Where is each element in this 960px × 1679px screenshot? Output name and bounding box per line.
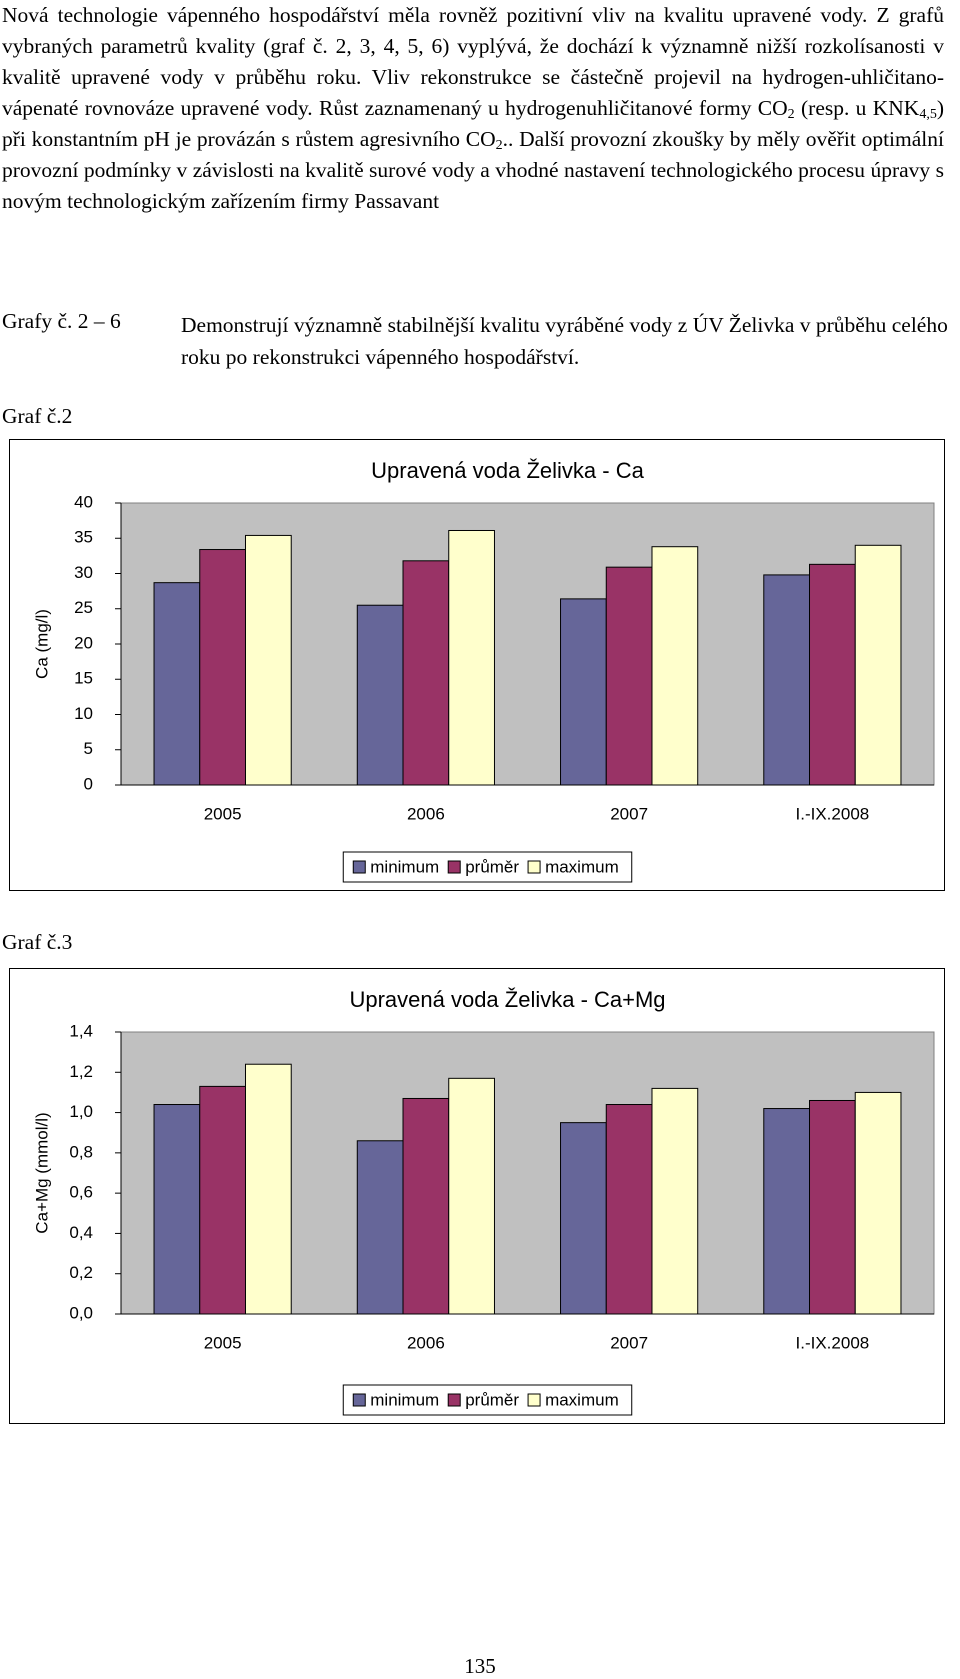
bar (402, 560, 450, 786)
legend-swatch (447, 860, 461, 874)
caption-label: Grafy č. 2 – 6 (2, 309, 121, 333)
y-tick-label: 0,0 (69, 1303, 93, 1322)
bar (809, 1099, 856, 1315)
legend-swatch (447, 1393, 461, 1407)
y-tick-label: 25 (74, 598, 93, 617)
y-axis-label: Ca+Mg (mmol/l) (32, 1112, 51, 1233)
legend-box (342, 851, 633, 883)
bar (605, 566, 653, 786)
chart: Upravená voda Želivka - Ca+Mg Ca+Mg (mmol… (9, 968, 945, 1424)
bar (244, 1063, 292, 1315)
legend-swatch (527, 1393, 541, 1407)
x-tick-label: I.-IX.2008 (796, 1333, 870, 1352)
bar (651, 546, 699, 786)
bar (356, 604, 404, 786)
page-number: 135 (464, 1654, 496, 1678)
bar (244, 534, 292, 786)
legend-swatch (352, 1393, 366, 1407)
y-axis-label: Ca (mg/l) (32, 609, 51, 679)
caption-text: Demonstrují významně stabilnější kvalitu… (181, 313, 948, 369)
y-tick-label: 40 (74, 492, 93, 511)
legend-label: maximum (545, 1390, 619, 1409)
subscript: 2 (787, 107, 795, 122)
y-tick-label: 30 (74, 563, 93, 582)
legend-label: minimum (370, 1390, 439, 1409)
x-tick-label: 2006 (407, 804, 445, 823)
y-tick-label: 15 (74, 669, 93, 688)
y-tick-label: 0,2 (69, 1263, 93, 1282)
y-tick-label: 0,8 (69, 1142, 93, 1161)
y-tick-label: 1,0 (69, 1102, 93, 1121)
x-tick-label: 2006 (407, 1333, 445, 1352)
x-tick-label: 2007 (610, 1333, 648, 1352)
text-run: (resp. u KNK (794, 96, 920, 120)
subscript: 4,5 (919, 107, 937, 122)
bar (560, 598, 607, 786)
bar (199, 1085, 246, 1315)
bar (402, 1097, 450, 1315)
bar (448, 529, 495, 786)
y-tick-label: 10 (74, 704, 93, 723)
bar (153, 1104, 201, 1315)
bar (560, 1122, 607, 1315)
legend-label: maximum (545, 857, 619, 876)
bar (809, 563, 856, 786)
paragraph: Nová technologie vápenného hospodářství … (2, 0, 944, 217)
bar (763, 574, 811, 786)
y-tick-label: 1,2 (69, 1062, 93, 1081)
y-tick-label: 20 (74, 633, 93, 652)
legend-swatch (352, 860, 366, 874)
legend-swatch (527, 860, 541, 874)
bar (356, 1140, 404, 1315)
chart-title: Upravená voda Želivka - Ca+Mg (349, 987, 665, 1012)
legend-label: průměr (465, 1390, 519, 1409)
text-run: ) při konstantním pH je provázán s růste… (2, 96, 945, 151)
figure-label: Graf č.2 (2, 404, 73, 428)
legend-label: minimum (370, 857, 439, 876)
y-tick-label: 5 (84, 739, 93, 758)
subscript: 2 (495, 138, 503, 153)
bar (854, 544, 902, 786)
figure-label: Graf č.3 (2, 930, 73, 954)
y-tick-label: 0,6 (69, 1183, 93, 1202)
bar (605, 1104, 653, 1315)
bar (153, 582, 201, 786)
legend-box (342, 1384, 633, 1416)
y-tick-label: 0 (84, 774, 93, 793)
x-tick-label: 2007 (610, 804, 648, 823)
bar (763, 1108, 811, 1315)
bar (448, 1077, 495, 1315)
y-tick-label: 35 (74, 528, 93, 547)
x-tick-label: 2005 (204, 804, 242, 823)
text-run: Nová technologie vápenného hospodářství … (2, 3, 944, 120)
legend-label: průměr (465, 857, 519, 876)
bar (854, 1091, 902, 1315)
y-tick-label: 0,4 (69, 1223, 93, 1242)
bar (651, 1087, 699, 1315)
x-tick-label: 2005 (204, 1333, 242, 1352)
text-run: .. Další provozní zkoušky by měly ověřit… (2, 127, 944, 213)
bar (199, 549, 246, 786)
chart-title: Upravená voda Želivka - Ca (371, 458, 644, 483)
chart: Upravená voda Želivka - Ca Ca (mg/l) 0 5 10 1… (9, 439, 945, 891)
x-tick-label: I.-IX.2008 (796, 804, 870, 823)
y-tick-label: 1,4 (69, 1021, 93, 1040)
